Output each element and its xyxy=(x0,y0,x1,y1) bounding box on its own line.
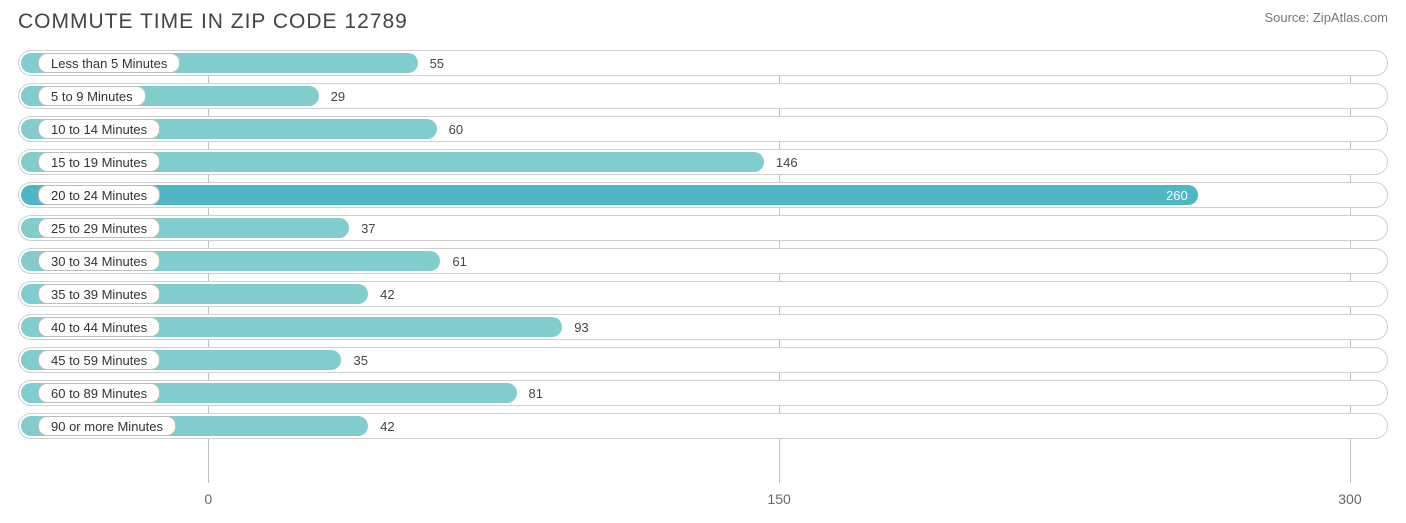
value-label: 42 xyxy=(380,281,394,307)
category-pill: 35 to 39 Minutes xyxy=(38,284,160,304)
x-tick-label: 150 xyxy=(767,491,790,507)
bar-row: 20 to 24 Minutes 260 xyxy=(18,182,1388,208)
value-label: 55 xyxy=(430,50,444,76)
value-label: 260 xyxy=(1166,182,1188,208)
category-pill: 15 to 19 Minutes xyxy=(38,152,160,172)
source-label: Source: ZipAtlas.com xyxy=(1264,10,1388,25)
category-pill: 40 to 44 Minutes xyxy=(38,317,160,337)
bar-row: 5 to 9 Minutes 29 xyxy=(18,83,1388,109)
value-label: 146 xyxy=(776,149,798,175)
bar-row: 40 to 44 Minutes 93 xyxy=(18,314,1388,340)
bar-fill xyxy=(21,185,1198,205)
bar-row: 15 to 19 Minutes 146 xyxy=(18,149,1388,175)
bar-row: Less than 5 Minutes 55 xyxy=(18,50,1388,76)
value-label: 37 xyxy=(361,215,375,241)
bar-row: 60 to 89 Minutes 81 xyxy=(18,380,1388,406)
category-pill: 45 to 59 Minutes xyxy=(38,350,160,370)
bar-row: 35 to 39 Minutes 42 xyxy=(18,281,1388,307)
value-label: 29 xyxy=(331,83,345,109)
x-tick-label: 300 xyxy=(1338,491,1361,507)
category-pill: 30 to 34 Minutes xyxy=(38,251,160,271)
value-label: 61 xyxy=(452,248,466,274)
bar-row: 25 to 29 Minutes 37 xyxy=(18,215,1388,241)
x-tick-label: 0 xyxy=(204,491,212,507)
category-pill: 5 to 9 Minutes xyxy=(38,86,146,106)
category-pill: Less than 5 Minutes xyxy=(38,53,180,73)
category-pill: 25 to 29 Minutes xyxy=(38,218,160,238)
bar-row: 90 or more Minutes 42 xyxy=(18,413,1388,439)
bar-row: 10 to 14 Minutes 60 xyxy=(18,116,1388,142)
category-pill: 60 to 89 Minutes xyxy=(38,383,160,403)
chart-title: COMMUTE TIME IN ZIP CODE 12789 xyxy=(18,10,408,34)
category-pill: 10 to 14 Minutes xyxy=(38,119,160,139)
category-pill: 90 or more Minutes xyxy=(38,416,176,436)
value-label: 81 xyxy=(529,380,543,406)
bar-row: 45 to 59 Minutes 35 xyxy=(18,347,1388,373)
value-label: 42 xyxy=(380,413,394,439)
value-label: 35 xyxy=(353,347,367,373)
category-pill: 20 to 24 Minutes xyxy=(38,185,160,205)
chart-area: Less than 5 Minutes 55 5 to 9 Minutes 29 10 … xyxy=(18,50,1388,483)
value-label: 93 xyxy=(574,314,588,340)
x-axis: 0 150 300 xyxy=(18,491,1388,511)
value-label: 60 xyxy=(449,116,463,142)
bar-row: 30 to 34 Minutes 61 xyxy=(18,248,1388,274)
